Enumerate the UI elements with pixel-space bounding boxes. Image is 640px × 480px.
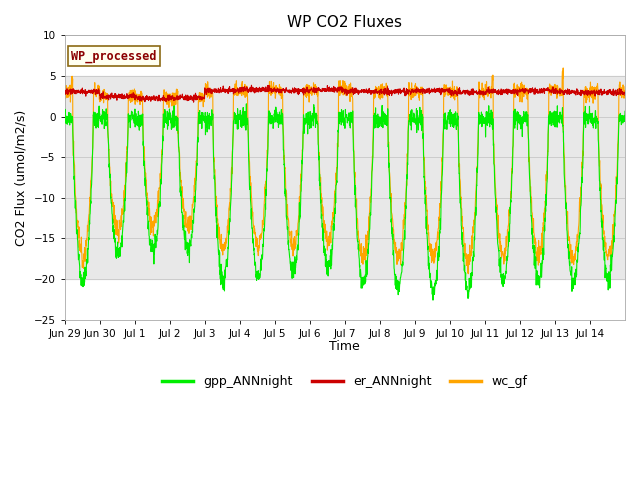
er_ANNnight	[248, 83, 255, 88]
Line: wc_gf: wc_gf	[65, 68, 625, 274]
wc_gf	[61, 86, 68, 92]
wc_gf	[559, 65, 567, 71]
gpp_ANNnight	[514, 120, 522, 126]
gpp_ANNnight	[243, 101, 250, 107]
er_ANNnight	[546, 89, 554, 95]
er_ANNnight	[621, 93, 629, 98]
Legend: gpp_ANNnight, er_ANNnight, wc_gf: gpp_ANNnight, er_ANNnight, wc_gf	[157, 370, 532, 393]
gpp_ANNnight	[621, 108, 629, 114]
gpp_ANNnight	[546, 120, 554, 126]
Bar	[65, 76, 625, 279]
er_ANNnight	[61, 89, 68, 95]
gpp_ANNnight	[61, 112, 68, 118]
gpp_ANNnight	[379, 112, 387, 118]
er_ANNnight	[116, 92, 124, 97]
Y-axis label: CO2 Flux (umol/m2/s): CO2 Flux (umol/m2/s)	[15, 109, 28, 246]
wc_gf	[378, 81, 386, 87]
wc_gf	[514, 84, 522, 89]
wc_gf	[545, 87, 553, 93]
gpp_ANNnight	[614, 174, 621, 180]
Line: er_ANNnight: er_ANNnight	[65, 85, 625, 102]
wc_gf	[465, 271, 472, 276]
er_ANNnight	[514, 89, 522, 95]
Line: gpp_ANNnight: gpp_ANNnight	[65, 104, 625, 300]
er_ANNnight	[379, 89, 387, 95]
Text: WP_processed: WP_processed	[71, 49, 157, 63]
Title: WP CO2 Fluxes: WP CO2 Fluxes	[287, 15, 403, 30]
er_ANNnight	[614, 92, 621, 97]
wc_gf	[621, 84, 629, 90]
gpp_ANNnight	[429, 297, 437, 303]
wc_gf	[614, 156, 621, 162]
X-axis label: Time: Time	[330, 340, 360, 353]
er_ANNnight	[238, 84, 246, 90]
er_ANNnight	[189, 99, 197, 105]
wc_gf	[116, 227, 124, 232]
gpp_ANNnight	[237, 120, 245, 126]
wc_gf	[237, 81, 245, 87]
gpp_ANNnight	[116, 246, 124, 252]
